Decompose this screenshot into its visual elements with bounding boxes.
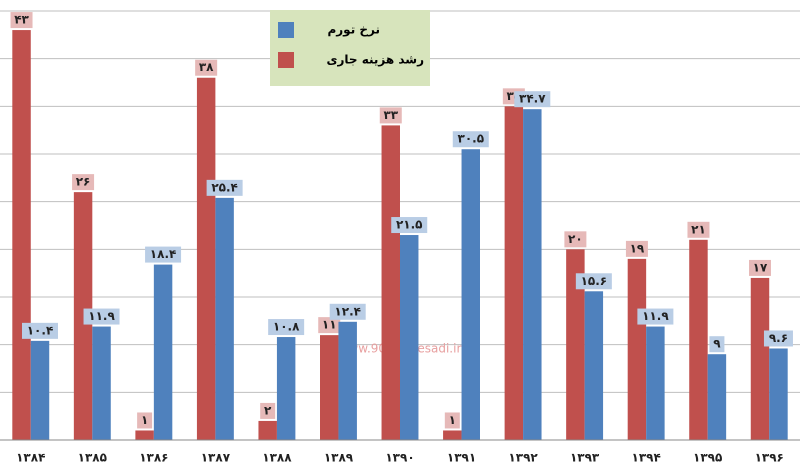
bar	[584, 291, 604, 440]
bar	[769, 348, 788, 440]
x-tick-label: ۱۳۹۳	[570, 451, 600, 465]
bar	[92, 326, 111, 440]
data-label: ۱۰.۸	[273, 320, 300, 334]
bar	[320, 335, 339, 440]
x-tick-label: ۱۳۸۹	[324, 451, 354, 465]
label-bg	[10, 12, 33, 29]
bar	[338, 321, 357, 440]
data-label: ۲۱	[691, 222, 706, 236]
x-tick-label: ۱۳۸۴	[16, 451, 45, 465]
label-bg	[268, 319, 305, 336]
label-bg	[637, 308, 674, 325]
bar	[73, 192, 93, 440]
label-bg	[206, 179, 243, 196]
data-label: ۱۸.۴	[150, 247, 177, 261]
label-bg	[195, 59, 218, 76]
label-bg	[763, 330, 793, 347]
bar	[381, 125, 400, 441]
label-bg	[145, 246, 182, 263]
data-label: ۱۵.۶	[581, 274, 608, 288]
label-bg	[575, 273, 612, 290]
bar	[566, 249, 585, 440]
data-label: ۱۲.۴	[334, 304, 361, 318]
bar	[689, 239, 708, 440]
x-tick-label: ۱۳۸۸	[262, 451, 292, 465]
legend-label: نرخ تورم	[327, 23, 380, 38]
label-bg	[137, 412, 153, 429]
label-bg	[687, 221, 710, 238]
legend-label: رشد هزینه جاری	[326, 53, 424, 67]
bar	[400, 235, 419, 440]
legend-swatch	[278, 52, 294, 68]
label-bg	[260, 402, 276, 419]
label-bg	[564, 231, 587, 248]
bar	[12, 30, 31, 441]
data-label: ۲۱.۵	[396, 218, 423, 232]
label-bg	[749, 259, 771, 276]
bar	[504, 106, 524, 440]
data-label: ۱۱.۹	[88, 309, 115, 323]
data-label: ۱۱	[322, 318, 337, 332]
legend-swatch	[278, 22, 294, 38]
data-label: ۱	[449, 413, 456, 427]
legend-box	[270, 10, 430, 86]
x-tick-label: ۱۳۸۶	[139, 451, 168, 465]
label-bg	[318, 317, 341, 334]
data-label: ۱۰.۴	[27, 323, 54, 337]
label-bg	[83, 308, 120, 325]
bar	[215, 197, 234, 440]
label-bg	[329, 303, 366, 320]
x-tick-label: ۱۳۹۲	[508, 451, 538, 465]
data-label: ۳۸	[199, 60, 214, 74]
data-label: ۱	[141, 413, 148, 427]
data-label: ۳۳	[383, 108, 398, 122]
bar	[523, 109, 542, 441]
data-label: ۲۰	[568, 232, 583, 246]
bar	[646, 326, 665, 440]
label-bg	[444, 412, 460, 429]
bar	[707, 354, 727, 440]
bar	[153, 264, 173, 440]
bar	[750, 277, 770, 440]
x-tick-label: ۱۳۹۵	[693, 451, 722, 465]
bar	[276, 337, 296, 440]
data-label: ۳۴.۷	[519, 92, 546, 106]
data-label: ۹.۶	[769, 331, 788, 345]
label-bg	[379, 107, 402, 124]
data-label: ۹	[713, 337, 721, 351]
label-bg	[625, 240, 648, 257]
x-tick-label: ۱۳۹۴	[632, 451, 661, 465]
data-label: ۱۱.۹	[642, 309, 669, 323]
label-bg	[391, 217, 428, 234]
data-label: ۱۹	[630, 241, 645, 255]
x-tick-label: ۱۳۹۰	[385, 451, 414, 465]
bar	[196, 77, 216, 440]
x-tick-label: ۱۳۸۵	[78, 451, 107, 465]
x-tick-label: ۱۳۸۷	[201, 451, 231, 465]
data-label: ۲۵.۴	[211, 180, 238, 194]
label-bg	[72, 174, 95, 191]
data-label: ۳۰.۵	[458, 132, 485, 146]
label-bg	[452, 131, 489, 148]
bar	[627, 258, 647, 440]
bar	[135, 430, 154, 440]
bar	[461, 149, 480, 440]
data-label: ۲۶	[76, 175, 91, 189]
data-label: ۱۷	[753, 260, 768, 274]
data-label: ۲	[264, 403, 272, 417]
label-bg	[22, 322, 58, 339]
bars: ۱۳۸۴ ۴۳ ۱۰.۴ ۱۳۸۵ ۲۶ ۱۱.۹ ۱۳۸۶ ۱ ۱۸.۴ ۱۳۸۷ ۳۸ ۲۵.۴ ۱…	[0, 12, 800, 465]
bar	[443, 430, 462, 440]
bar	[258, 420, 277, 440]
x-tick-label: ۱۳۹۱	[447, 451, 476, 465]
x-tick-label: ۱۳۹۶	[755, 451, 784, 465]
bar	[30, 340, 50, 440]
data-label: ۴۳	[14, 13, 29, 27]
legend: رشد هزینه جاری نرخ تورم	[270, 10, 430, 86]
label-bg	[709, 336, 725, 353]
label-bg	[514, 91, 551, 108]
